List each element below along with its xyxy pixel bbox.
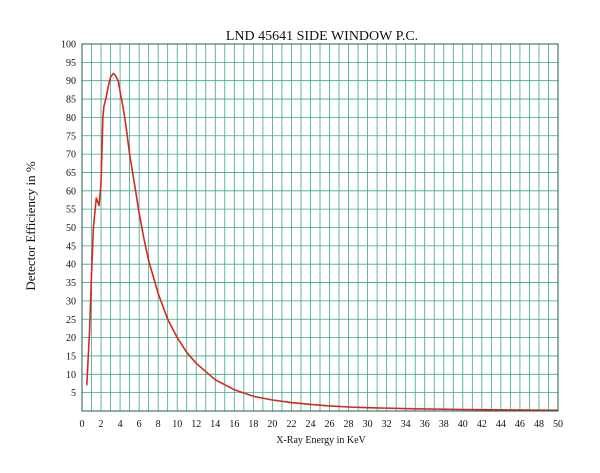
x-tick-label: 28 <box>344 419 354 430</box>
x-tick-label: 0 <box>80 419 85 430</box>
y-tick-label: 35 <box>66 278 76 289</box>
x-tick-label: 42 <box>477 419 487 430</box>
series-layer <box>86 72 559 412</box>
x-tick-label: 20 <box>267 419 277 430</box>
x-tick-label: 14 <box>210 419 220 430</box>
y-tick-label: 95 <box>66 58 76 69</box>
y-tick-label: 60 <box>66 186 76 197</box>
x-tick-label: 36 <box>420 419 430 430</box>
y-tick-label: 50 <box>66 223 76 234</box>
x-tick-label: 32 <box>382 419 392 430</box>
x-tick-label: 44 <box>496 419 506 430</box>
y-axis-label: Detector Efficiency in % <box>23 161 38 291</box>
y-tick-label: 85 <box>66 95 76 106</box>
y-tick-label: 75 <box>66 131 76 142</box>
x-tick-label: 38 <box>439 419 449 430</box>
y-tick-label: 100 <box>61 40 76 51</box>
y-tick-label: 40 <box>66 260 76 271</box>
y-tick-label: 10 <box>66 370 76 381</box>
x-tick-label: 6 <box>137 419 142 430</box>
x-tick-label: 18 <box>248 419 258 430</box>
chart-title: LND 45641 SIDE WINDOW P.C. <box>226 29 418 44</box>
y-tick-label: 15 <box>66 351 76 362</box>
y-tick-label: 45 <box>66 241 76 252</box>
x-tick-label: 34 <box>401 419 411 430</box>
x-tick-label: 46 <box>515 419 525 430</box>
y-tick-label: 25 <box>66 315 76 326</box>
plot-frame <box>81 43 559 412</box>
y-tick-label: 30 <box>66 296 76 307</box>
x-tick-label: 22 <box>286 419 296 430</box>
x-tick-label: 26 <box>325 419 335 430</box>
y-tick-label: 90 <box>66 76 76 87</box>
y-tick-label: 20 <box>66 333 76 344</box>
x-tick-label: 16 <box>229 419 239 430</box>
x-axis-label: X-Ray Energy in KeV <box>276 435 366 446</box>
x-tick-label: 2 <box>99 419 104 430</box>
x-tick-label: 24 <box>305 419 315 430</box>
y-tick-label: 5 <box>71 388 76 399</box>
x-tick-label: 12 <box>191 419 201 430</box>
grid <box>81 43 559 411</box>
series-line <box>86 72 559 412</box>
x-tick-label: 4 <box>118 419 123 430</box>
x-tick-label: 48 <box>534 419 544 430</box>
y-tick-label: 70 <box>66 150 76 161</box>
y-tick-label: 65 <box>66 168 76 179</box>
x-tick-label: 8 <box>156 419 161 430</box>
y-tick-label: 80 <box>66 113 76 124</box>
x-tick-label: 10 <box>172 419 182 430</box>
y-tick-label: 55 <box>66 205 76 216</box>
tick-labels: 0 2 4 6 8 10 12 14 16 18 20 22 24 26 28 30 32 34 36 38 40 42 4… <box>61 40 563 431</box>
x-tick-label: 50 <box>553 419 563 430</box>
x-tick-label: 30 <box>363 419 373 430</box>
x-tick-label: 40 <box>458 419 468 430</box>
